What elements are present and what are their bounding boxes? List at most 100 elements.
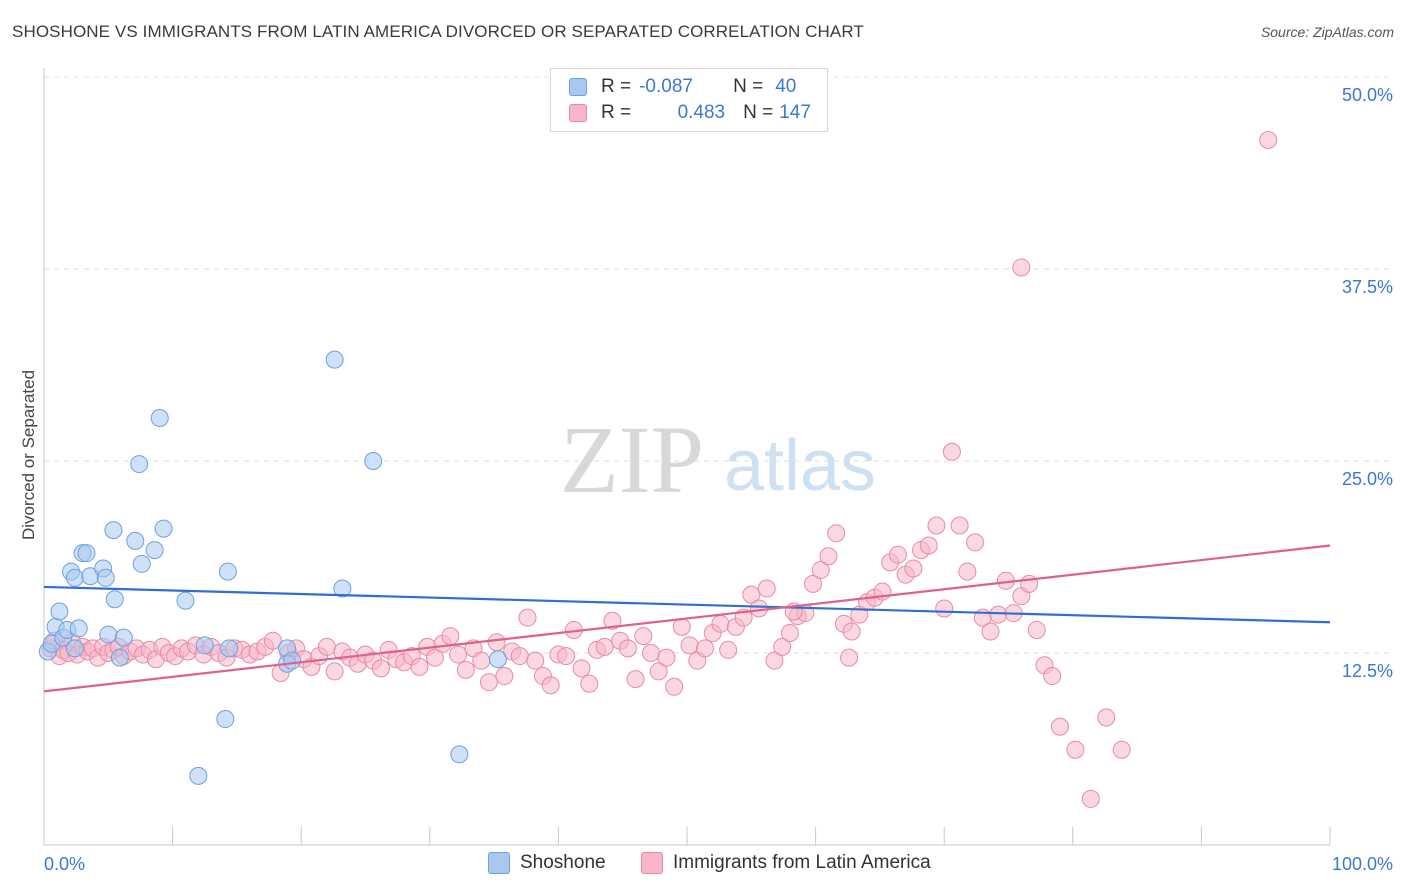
data-point xyxy=(580,674,599,693)
watermark-zip: ZIP xyxy=(560,406,704,513)
data-point xyxy=(719,640,738,659)
data-point xyxy=(450,745,469,764)
data-point xyxy=(126,531,145,550)
data-point xyxy=(757,579,776,598)
data-point xyxy=(154,519,173,538)
data-point xyxy=(649,662,668,681)
y-tick-label: 37.5% xyxy=(1342,277,1393,297)
data-point xyxy=(189,766,208,785)
y-tick-label: 25.0% xyxy=(1342,469,1393,489)
data-point xyxy=(283,651,302,670)
data-point xyxy=(742,585,761,604)
data-point xyxy=(456,660,475,679)
data-point xyxy=(69,619,88,638)
data-point xyxy=(195,636,214,655)
data-point xyxy=(819,547,838,566)
legend-row-immigrants: R = 0.483 N = 147 xyxy=(569,101,811,125)
data-point xyxy=(1081,789,1100,808)
data-point xyxy=(495,667,514,686)
legend-r-label: R = xyxy=(601,102,632,123)
x-tick-label: 100.0% xyxy=(1332,854,1393,874)
data-point xyxy=(65,568,84,587)
data-point xyxy=(410,657,429,676)
data-point xyxy=(711,614,730,633)
data-point xyxy=(665,677,684,696)
data-point xyxy=(696,639,715,658)
data-point xyxy=(510,647,529,666)
series-shoshone xyxy=(38,350,507,785)
data-point xyxy=(130,455,149,474)
data-point xyxy=(1050,717,1069,736)
data-point xyxy=(626,670,645,689)
data-point xyxy=(641,644,660,662)
data-point xyxy=(935,599,954,618)
data-point xyxy=(1043,667,1062,686)
data-point xyxy=(603,611,622,630)
tick-labels: 12.5% 25.0% 37.5% 50.0% 0.0% 100.0% xyxy=(44,85,1393,874)
data-point xyxy=(479,673,498,692)
y-tick-label: 12.5% xyxy=(1342,661,1393,681)
watermark-atlas: atlas xyxy=(724,426,876,506)
data-point xyxy=(333,579,352,598)
data-point xyxy=(65,639,84,658)
y-tick-label: 50.0% xyxy=(1342,85,1393,105)
data-point xyxy=(145,541,164,560)
legend-n-value: 147 xyxy=(779,102,811,123)
data-point xyxy=(518,608,537,627)
data-point xyxy=(888,545,907,564)
data-point xyxy=(765,651,784,670)
data-point xyxy=(1066,740,1085,759)
data-point xyxy=(634,627,653,646)
data-point xyxy=(1027,620,1046,639)
data-point xyxy=(904,559,923,578)
data-point xyxy=(773,637,792,656)
data-point xyxy=(966,533,985,552)
data-point xyxy=(77,544,96,563)
data-point xyxy=(595,637,614,656)
legend-r-value: 0.483 xyxy=(677,102,726,123)
series-legend-immigrants[interactable]: Immigrants from Latin America xyxy=(641,852,931,874)
data-point xyxy=(50,602,69,621)
data-point xyxy=(981,622,1000,641)
data-point xyxy=(919,536,938,555)
data-point xyxy=(150,408,169,427)
data-point xyxy=(750,599,769,618)
data-point xyxy=(989,605,1008,624)
data-point xyxy=(680,636,699,655)
data-point xyxy=(488,650,507,669)
legend-n-value: 40 xyxy=(775,76,797,97)
data-point xyxy=(950,516,969,535)
trend-lines xyxy=(43,544,1331,693)
grid-lines xyxy=(44,76,1392,654)
data-point xyxy=(927,516,946,535)
data-point xyxy=(425,648,444,667)
data-point xyxy=(1097,708,1116,727)
data-point xyxy=(780,624,799,643)
data-point xyxy=(263,631,282,650)
data-point xyxy=(958,562,977,581)
legend-r-label: R = xyxy=(601,76,632,97)
series-label-immigrants: Immigrants from Latin America xyxy=(673,852,931,873)
data-point xyxy=(132,554,151,573)
data-point xyxy=(99,625,118,644)
data-point xyxy=(317,637,336,656)
data-point xyxy=(449,645,468,664)
series-swatch-shoshone xyxy=(488,852,510,874)
data-point xyxy=(104,521,123,540)
data-point xyxy=(220,639,239,658)
source-label: Source: ZipAtlas.com xyxy=(1260,24,1394,40)
data-point xyxy=(371,659,390,678)
data-point xyxy=(325,350,344,369)
data-point xyxy=(105,590,124,609)
legend: R = -0.087 N = 40 R = 0.483 N = 147 xyxy=(550,68,828,132)
legend-n-label: N = xyxy=(733,76,764,97)
series-label-shoshone: Shoshone xyxy=(520,852,606,873)
data-point xyxy=(557,647,576,666)
data-point xyxy=(1012,258,1031,277)
data-point xyxy=(942,442,961,461)
series-swatch-immigrants xyxy=(641,852,663,874)
axes xyxy=(43,68,1331,846)
data-point xyxy=(672,617,691,636)
series-legend-shoshone[interactable]: Shoshone xyxy=(488,852,606,874)
